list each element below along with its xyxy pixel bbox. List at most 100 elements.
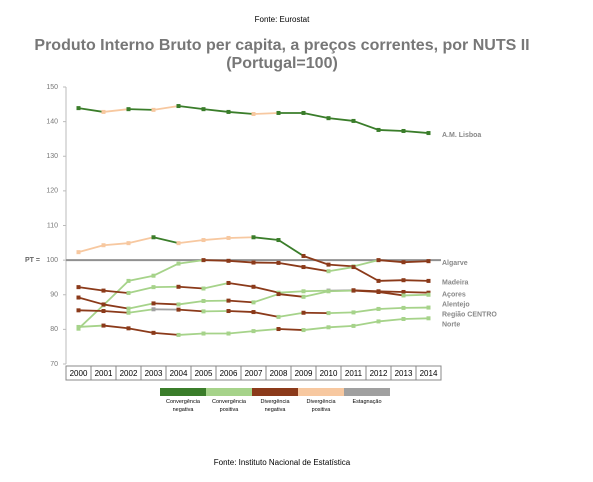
point-marker: [76, 285, 81, 290]
source-bottom: Fonte: Instituto Nacional de Estatística: [214, 458, 351, 467]
point-marker: [376, 258, 381, 263]
point-marker: [351, 265, 356, 270]
series-segment: [178, 239, 204, 245]
series-segment: [178, 285, 204, 290]
point-marker: [176, 307, 181, 312]
series-label: Algarve: [442, 260, 468, 267]
series-segment: [253, 112, 279, 115]
point-marker: [126, 291, 131, 296]
series-segment: [128, 108, 154, 111]
series-segment: [353, 320, 379, 327]
point-marker: [401, 128, 406, 133]
series-segment: [403, 260, 429, 264]
point-marker: [326, 269, 331, 274]
series-label: Açores: [442, 292, 466, 299]
point-marker: [101, 243, 106, 248]
series-segment: [328, 289, 354, 293]
x-tick-label: 2012: [370, 369, 388, 378]
point-marker: [76, 295, 81, 300]
point-marker: [201, 258, 206, 263]
series-segment: [378, 291, 404, 297]
point-marker: [301, 253, 306, 258]
point-marker: [151, 273, 156, 278]
series-segment: [378, 307, 404, 310]
point-marker: [251, 310, 256, 315]
point-marker: [351, 288, 356, 293]
legend-label: Estagnação: [352, 399, 381, 405]
series-segment: [203, 259, 229, 262]
series-segment: [203, 282, 229, 290]
series-segment: [378, 318, 404, 323]
point-marker: [101, 302, 106, 307]
point-marker: [301, 110, 306, 115]
series-segment: [78, 296, 104, 306]
point-marker: [201, 238, 206, 243]
series-segment: [378, 290, 404, 293]
point-marker: [426, 131, 431, 136]
series-segment: [128, 236, 154, 245]
series-segment: [178, 105, 204, 111]
point-marker: [376, 289, 381, 294]
series-segment: [178, 259, 204, 265]
legend-swatch: [206, 388, 252, 396]
series-segment: [228, 111, 254, 115]
point-marker: [151, 330, 156, 335]
point-marker: [176, 302, 181, 307]
series-segment: [328, 263, 354, 268]
series-segment: [253, 293, 279, 304]
series-segment: [103, 242, 129, 247]
series-label: Região CENTRO: [442, 312, 497, 319]
series-segment: [328, 311, 354, 315]
point-marker: [401, 260, 406, 265]
y-tick-label: 120: [46, 188, 58, 195]
point-marker: [126, 278, 131, 283]
series-segment: [353, 308, 379, 314]
point-marker: [226, 258, 231, 263]
point-marker: [376, 306, 381, 311]
point-marker: [151, 307, 156, 312]
point-marker: [251, 329, 256, 334]
x-tick-label: 2004: [170, 369, 188, 378]
x-tick-label: 2003: [145, 369, 163, 378]
point-marker: [276, 238, 281, 243]
x-tick-label: 2009: [295, 369, 313, 378]
legend-swatch: [252, 388, 298, 396]
series-segment: [353, 120, 379, 131]
point-marker: [251, 300, 256, 305]
series-segment: [278, 262, 304, 268]
point-marker: [301, 294, 306, 299]
point-marker: [226, 109, 231, 114]
series-segment: [178, 300, 204, 306]
point-marker: [301, 265, 306, 270]
point-marker: [226, 309, 231, 314]
point-marker: [151, 301, 156, 306]
point-marker: [401, 278, 406, 283]
series-segment: [103, 108, 129, 113]
point-marker: [76, 250, 81, 255]
legend-label: Convergência negativa: [166, 399, 201, 413]
series-segment: [153, 236, 179, 245]
source-top: Fonte: Eurostat: [255, 15, 310, 24]
series-segment: [178, 332, 204, 336]
series-segment: [102, 280, 130, 306]
x-tick-label: 2002: [120, 369, 138, 378]
point-marker: [76, 308, 81, 313]
point-marker: [251, 112, 256, 117]
series-segment: [278, 239, 304, 257]
point-marker: [351, 323, 356, 328]
series-segment: [328, 266, 354, 273]
point-marker: [376, 319, 381, 324]
series-segment: [303, 326, 329, 331]
point-marker: [301, 328, 306, 333]
series-segment: [353, 289, 379, 293]
point-marker: [276, 292, 281, 297]
series-segment: [403, 317, 429, 320]
series-label: Norte: [442, 322, 460, 329]
series-segment: [178, 308, 204, 313]
point-marker: [76, 324, 81, 329]
x-tick-label: 2000: [70, 369, 88, 378]
y-tick-label: 70: [50, 361, 58, 368]
series-label: Alentejo: [442, 302, 470, 309]
point-marker: [176, 241, 181, 246]
point-marker: [101, 109, 106, 114]
